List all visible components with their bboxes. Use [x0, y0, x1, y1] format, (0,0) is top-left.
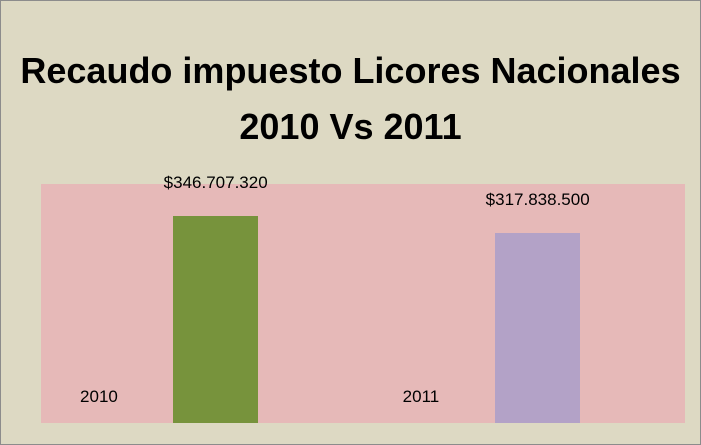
- chart-title: Recaudo impuesto Licores Nacionales 2010…: [20, 50, 681, 147]
- bar: [173, 215, 259, 423]
- bar: [495, 233, 581, 423]
- data-label: $346.707.320: [163, 172, 268, 192]
- category-label: 2011: [402, 387, 440, 406]
- category-label: 2010: [80, 387, 118, 406]
- data-label: $317.838.500: [485, 190, 590, 210]
